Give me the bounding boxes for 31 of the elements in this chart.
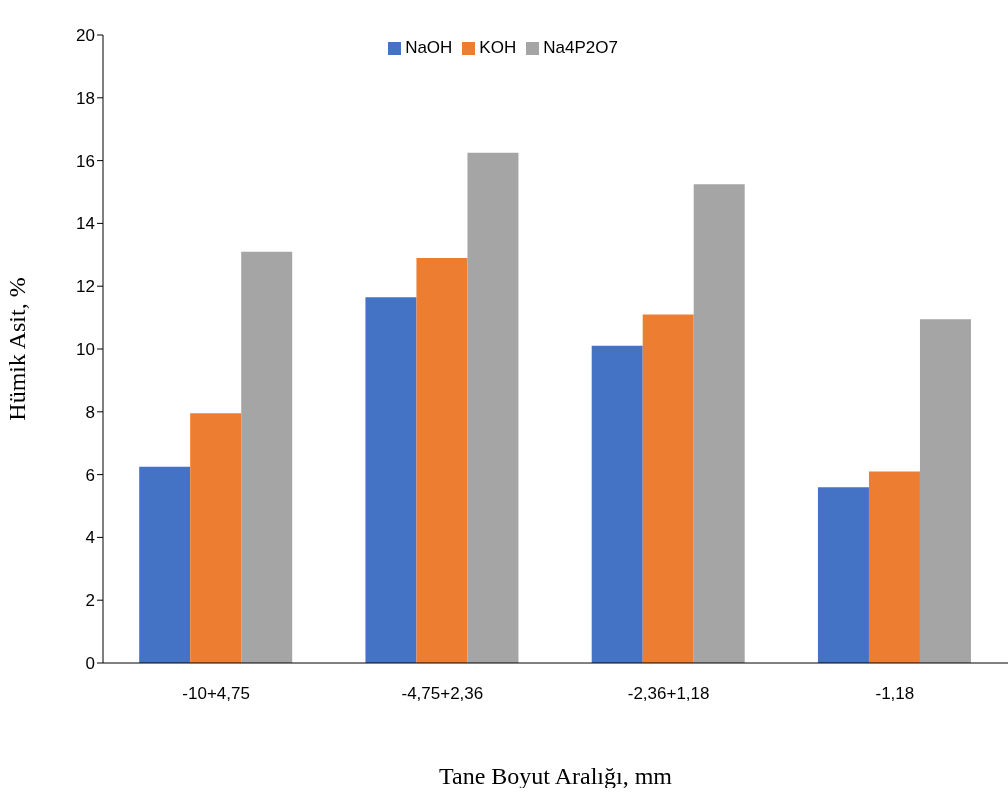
y-tick-label: 4 <box>85 528 95 548</box>
bar <box>241 251 293 663</box>
x-tick-label: -1,18 <box>875 684 915 704</box>
bar <box>919 319 971 663</box>
y-tick-label: 18 <box>76 88 95 108</box>
bar <box>190 413 242 663</box>
bar <box>817 487 869 663</box>
bar <box>868 471 920 663</box>
y-tick-label: 2 <box>85 591 95 611</box>
bar <box>467 152 519 663</box>
bar <box>416 257 468 663</box>
x-tick-label: -2,36+1,18 <box>627 684 710 704</box>
y-tick-label: 20 <box>76 26 95 46</box>
legend-label: Na4P2O7 <box>543 38 618 57</box>
legend-label: NaOH <box>405 38 453 57</box>
y-tick-label: 16 <box>76 151 95 171</box>
y-tick-label: 12 <box>76 277 95 297</box>
x-tick-label: -10+4,75 <box>182 684 250 704</box>
y-tick-label: 14 <box>76 214 95 234</box>
y-tick-label: 8 <box>85 402 95 422</box>
y-tick-label: 10 <box>76 340 95 360</box>
x-tick-label: -4,75+2,36 <box>401 684 484 704</box>
bar <box>642 314 694 663</box>
y-tick-label: 0 <box>85 654 95 674</box>
bar <box>365 297 417 663</box>
legend-label: KOH <box>479 38 517 57</box>
y-axis-title: Hümik Asit, % <box>3 277 30 421</box>
bar <box>591 345 643 663</box>
y-tick-label: 6 <box>85 465 95 485</box>
bar <box>139 466 191 663</box>
bar <box>693 184 745 663</box>
